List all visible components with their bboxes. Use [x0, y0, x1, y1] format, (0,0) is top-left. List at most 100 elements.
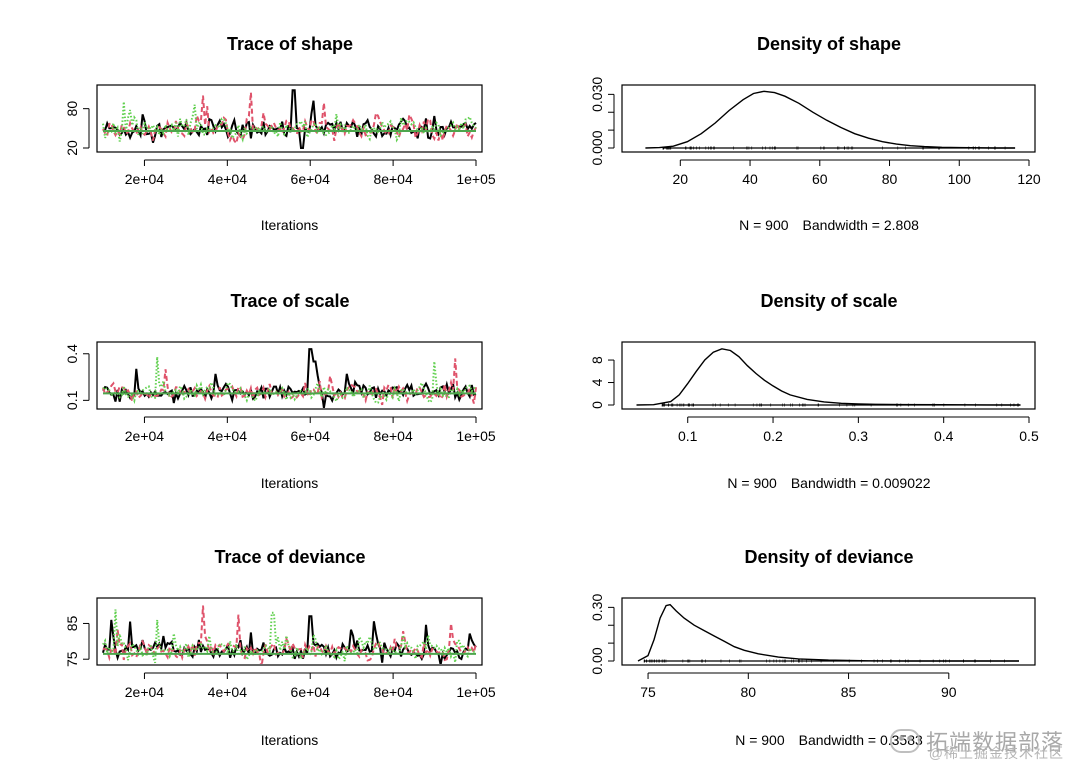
x-tick-label: 8e+04 — [373, 171, 413, 187]
rug-marks — [662, 146, 1006, 150]
y-tick-label: 0.00 — [589, 647, 605, 674]
y-axis: 0.1 0.4 — [64, 344, 90, 410]
panel-density-scale: Density of scale 0.1 0.2 0.3 0.4 0.5 0 4 8 N = 90… — [589, 291, 1039, 491]
plot-area — [637, 603, 1019, 663]
x-axis-label: Iterations — [261, 732, 319, 748]
panel-density-shape: Density of shape 20 40 60 80 100 120 0.000 0.030… — [589, 34, 1041, 233]
x-tick-label: 40 — [742, 171, 758, 187]
chart-title: Density of shape — [757, 34, 901, 54]
x-tick-label: 0.5 — [1019, 428, 1039, 444]
y-tick-label: 20 — [64, 140, 80, 156]
x-tick-label: 85 — [841, 684, 857, 700]
sample-size-label: N = 900 — [727, 475, 777, 491]
x-tick-label: 80 — [741, 684, 757, 700]
x-tick-label: 6e+04 — [291, 428, 331, 444]
watermark-sub: @稀土掘金技术社区 — [928, 745, 1064, 761]
y-tick-label: 8 — [589, 356, 605, 364]
plot-area — [102, 605, 477, 664]
x-axis: 2e+04 4e+04 6e+04 8e+04 1e+05 — [125, 159, 496, 187]
y-tick-label: 0.4 — [64, 344, 80, 364]
y-tick-label: 0.1 — [64, 390, 80, 410]
trace-series-line — [102, 92, 477, 146]
chart-title: Trace of shape — [227, 34, 353, 54]
trace-series-line — [102, 348, 477, 408]
x-tick-label: 4e+04 — [208, 171, 248, 187]
x-tick-label: 0.2 — [763, 428, 783, 444]
trace-series-line — [102, 356, 477, 405]
plot-area — [636, 348, 1021, 407]
x-axis-label: N = 900 Bandwidth = 2.808 — [739, 217, 919, 233]
plot-frame — [621, 84, 1036, 153]
panel-density-deviance: Density of deviance 75 80 85 90 0.00 0.30 N = 9… — [589, 547, 1036, 748]
y-tick-label: 0 — [589, 401, 605, 409]
plot-frame — [96, 84, 483, 153]
panel-trace-deviance: Trace of deviance 2e+04 4e+04 6e+04 8e+04 1e+… — [64, 547, 496, 748]
y-tick-label: 75 — [64, 651, 80, 667]
x-tick-label: 1e+05 — [456, 171, 496, 187]
bandwidth-label: Bandwidth = 0.009022 — [791, 475, 931, 491]
x-axis: 0.1 0.2 0.3 0.4 0.5 — [678, 416, 1039, 444]
plot-area — [102, 348, 477, 408]
watermark: 拓端数据部落 @稀土掘金技术社区 — [889, 725, 1064, 761]
x-axis: 20 40 60 80 100 120 — [673, 159, 1041, 187]
plot-frame — [621, 597, 1036, 666]
x-axis: 2e+04 4e+04 6e+04 8e+04 1e+05 — [125, 672, 496, 700]
y-tick-label: 85 — [64, 615, 80, 631]
x-tick-label: 100 — [948, 171, 972, 187]
y-axis: 0 4 8 — [589, 356, 615, 409]
x-axis-label: Iterations — [261, 475, 319, 491]
plot-frame — [621, 341, 1036, 410]
y-axis: 0.00 0.30 — [589, 594, 615, 675]
x-tick-label: 1e+05 — [456, 684, 496, 700]
x-tick-label: 2e+04 — [125, 171, 165, 187]
x-tick-label: 75 — [640, 684, 656, 700]
x-axis: 2e+04 4e+04 6e+04 8e+04 1e+05 — [125, 416, 496, 444]
y-axis: 75 85 — [64, 615, 90, 667]
x-tick-label: 90 — [941, 684, 957, 700]
y-axis: 0.000 0.030 — [589, 77, 615, 166]
x-tick-label: 60 — [812, 171, 828, 187]
x-tick-label: 4e+04 — [208, 428, 248, 444]
chart-title: Density of deviance — [744, 547, 913, 567]
y-tick-label: 0.000 — [589, 130, 605, 165]
chart-title: Trace of deviance — [214, 547, 365, 567]
x-tick-label: 0.1 — [678, 428, 698, 444]
sample-size-label: N = 900 — [735, 732, 785, 748]
x-axis: 75 80 85 90 — [640, 672, 957, 700]
x-tick-label: 1e+05 — [456, 428, 496, 444]
y-tick-label: 0.030 — [589, 77, 605, 112]
plot-area — [645, 90, 1016, 150]
sample-size-label: N = 900 — [739, 217, 789, 233]
plot-frame — [96, 341, 483, 410]
panel-trace-scale: Trace of scale 2e+04 4e+04 6e+04 8e+04 1e+05 0… — [64, 291, 496, 491]
x-tick-label: 6e+04 — [291, 171, 331, 187]
x-tick-label: 120 — [1017, 171, 1041, 187]
chart-title: Density of scale — [760, 291, 897, 311]
bandwidth-label: Bandwidth = 2.808 — [803, 217, 920, 233]
trace-series-line — [102, 101, 477, 143]
density-curve — [645, 90, 1016, 149]
x-tick-label: 80 — [882, 171, 898, 187]
plot-frame — [96, 597, 483, 666]
x-tick-label: 2e+04 — [125, 428, 165, 444]
x-tick-label: 0.3 — [849, 428, 869, 444]
density-curve — [636, 348, 1021, 406]
trace-series-line — [102, 89, 477, 149]
x-tick-label: 0.4 — [934, 428, 954, 444]
x-axis-label: Iterations — [261, 217, 319, 233]
y-tick-label: 80 — [64, 101, 80, 117]
x-axis-label: N = 900 Bandwidth = 0.009022 — [727, 475, 930, 491]
x-tick-label: 8e+04 — [373, 428, 413, 444]
chat-bubble-icon — [889, 729, 920, 753]
rug-marks — [643, 659, 1005, 663]
y-tick-label: 4 — [589, 378, 605, 386]
watermark-main: 拓端数据部落 — [925, 730, 1064, 755]
x-tick-label: 20 — [673, 171, 689, 187]
x-tick-label: 8e+04 — [373, 684, 413, 700]
x-tick-label: 6e+04 — [291, 684, 331, 700]
y-tick-label: 0.30 — [589, 594, 605, 621]
density-curve — [637, 603, 1019, 662]
